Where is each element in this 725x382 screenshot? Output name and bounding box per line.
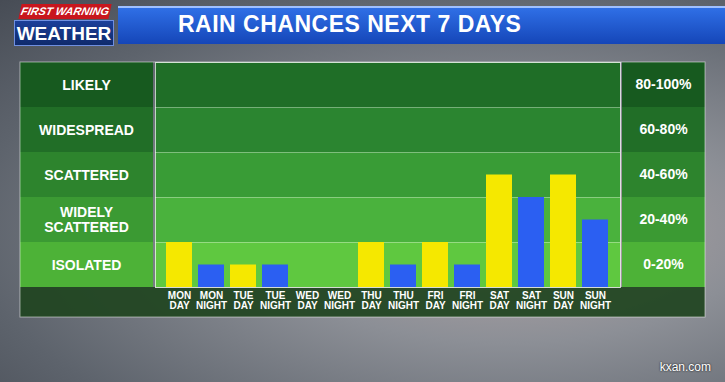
svg-text:THUNIGHT: THUNIGHT: [388, 290, 419, 311]
svg-text:80-100%: 80-100%: [635, 76, 692, 92]
svg-text:SUNDAY: SUNDAY: [553, 290, 574, 311]
svg-text:TUEDAY: TUEDAY: [233, 290, 254, 311]
svg-text:WIDESPREAD: WIDESPREAD: [39, 122, 134, 138]
svg-text:TUENIGHT: TUENIGHT: [260, 290, 291, 311]
svg-text:FRINIGHT: FRINIGHT: [452, 290, 483, 311]
svg-text:MONNIGHT: MONNIGHT: [196, 290, 227, 311]
svg-text:40-60%: 40-60%: [639, 166, 688, 182]
svg-text:WIDELYSCATTERED: WIDELYSCATTERED: [44, 204, 129, 235]
html-text:WEATHER: WEATHER: [16, 23, 112, 44]
svg-text:SUNNIGHT: SUNNIGHT: [580, 290, 611, 311]
html-text:FIRST WARNING: FIRST WARNING: [19, 5, 111, 17]
svg-text:WEDDAY: WEDDAY: [296, 290, 319, 311]
svg-text:ISOLATED: ISOLATED: [52, 257, 122, 273]
svg-text:60-80%: 60-80%: [639, 121, 688, 137]
svg-text:SATDAY: SATDAY: [489, 290, 510, 311]
svg-text:SATNIGHT: SATNIGHT: [516, 290, 547, 311]
svg-text:SCATTERED: SCATTERED: [44, 167, 129, 183]
svg-text:THUDAY: THUDAY: [361, 290, 382, 311]
svg-text:FRIDAY: FRIDAY: [425, 290, 446, 311]
svg-text:0-20%: 0-20%: [643, 256, 684, 272]
svg-text:20-40%: 20-40%: [639, 211, 688, 227]
svg-text:LIKELY: LIKELY: [62, 77, 111, 93]
svg-text:MONDAY: MONDAY: [168, 290, 191, 311]
html-text:kxan.com: kxan.com: [659, 360, 711, 374]
svg-text:WEDNIGHT: WEDNIGHT: [324, 290, 355, 311]
html-text:RAIN CHANCES NEXT 7 DAYS: RAIN CHANCES NEXT 7 DAYS: [178, 11, 522, 37]
